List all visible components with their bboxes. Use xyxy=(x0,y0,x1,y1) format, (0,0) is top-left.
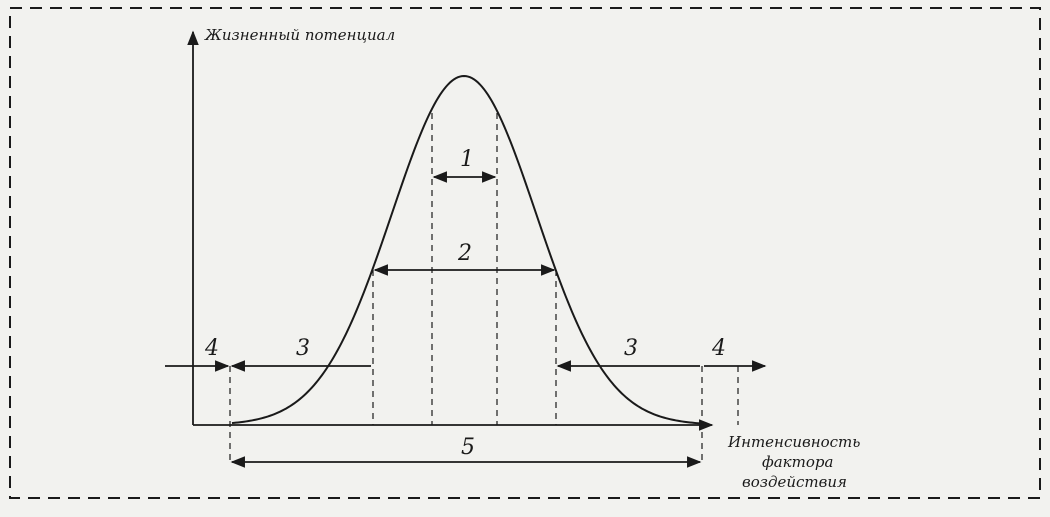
zone1-label: 1 xyxy=(460,147,474,172)
x-axis-label-line3: воздействия xyxy=(742,473,847,491)
zone5-label: 5 xyxy=(461,435,475,460)
bell-curve xyxy=(231,74,703,425)
x-axis-label-line1: Интенсивность xyxy=(727,433,860,451)
y-axis-label: Жизненный потенциал xyxy=(204,26,395,44)
zone3-left-label: 3 xyxy=(296,336,310,361)
zone3-right-label: 3 xyxy=(624,336,638,361)
zone4-left-label: 4 xyxy=(204,336,219,361)
zone2-label: 2 xyxy=(457,241,472,266)
zone-boundaries xyxy=(229,113,739,465)
zone4-right-label: 4 xyxy=(711,336,726,361)
x-axis-label-line2: фактора xyxy=(762,453,833,471)
